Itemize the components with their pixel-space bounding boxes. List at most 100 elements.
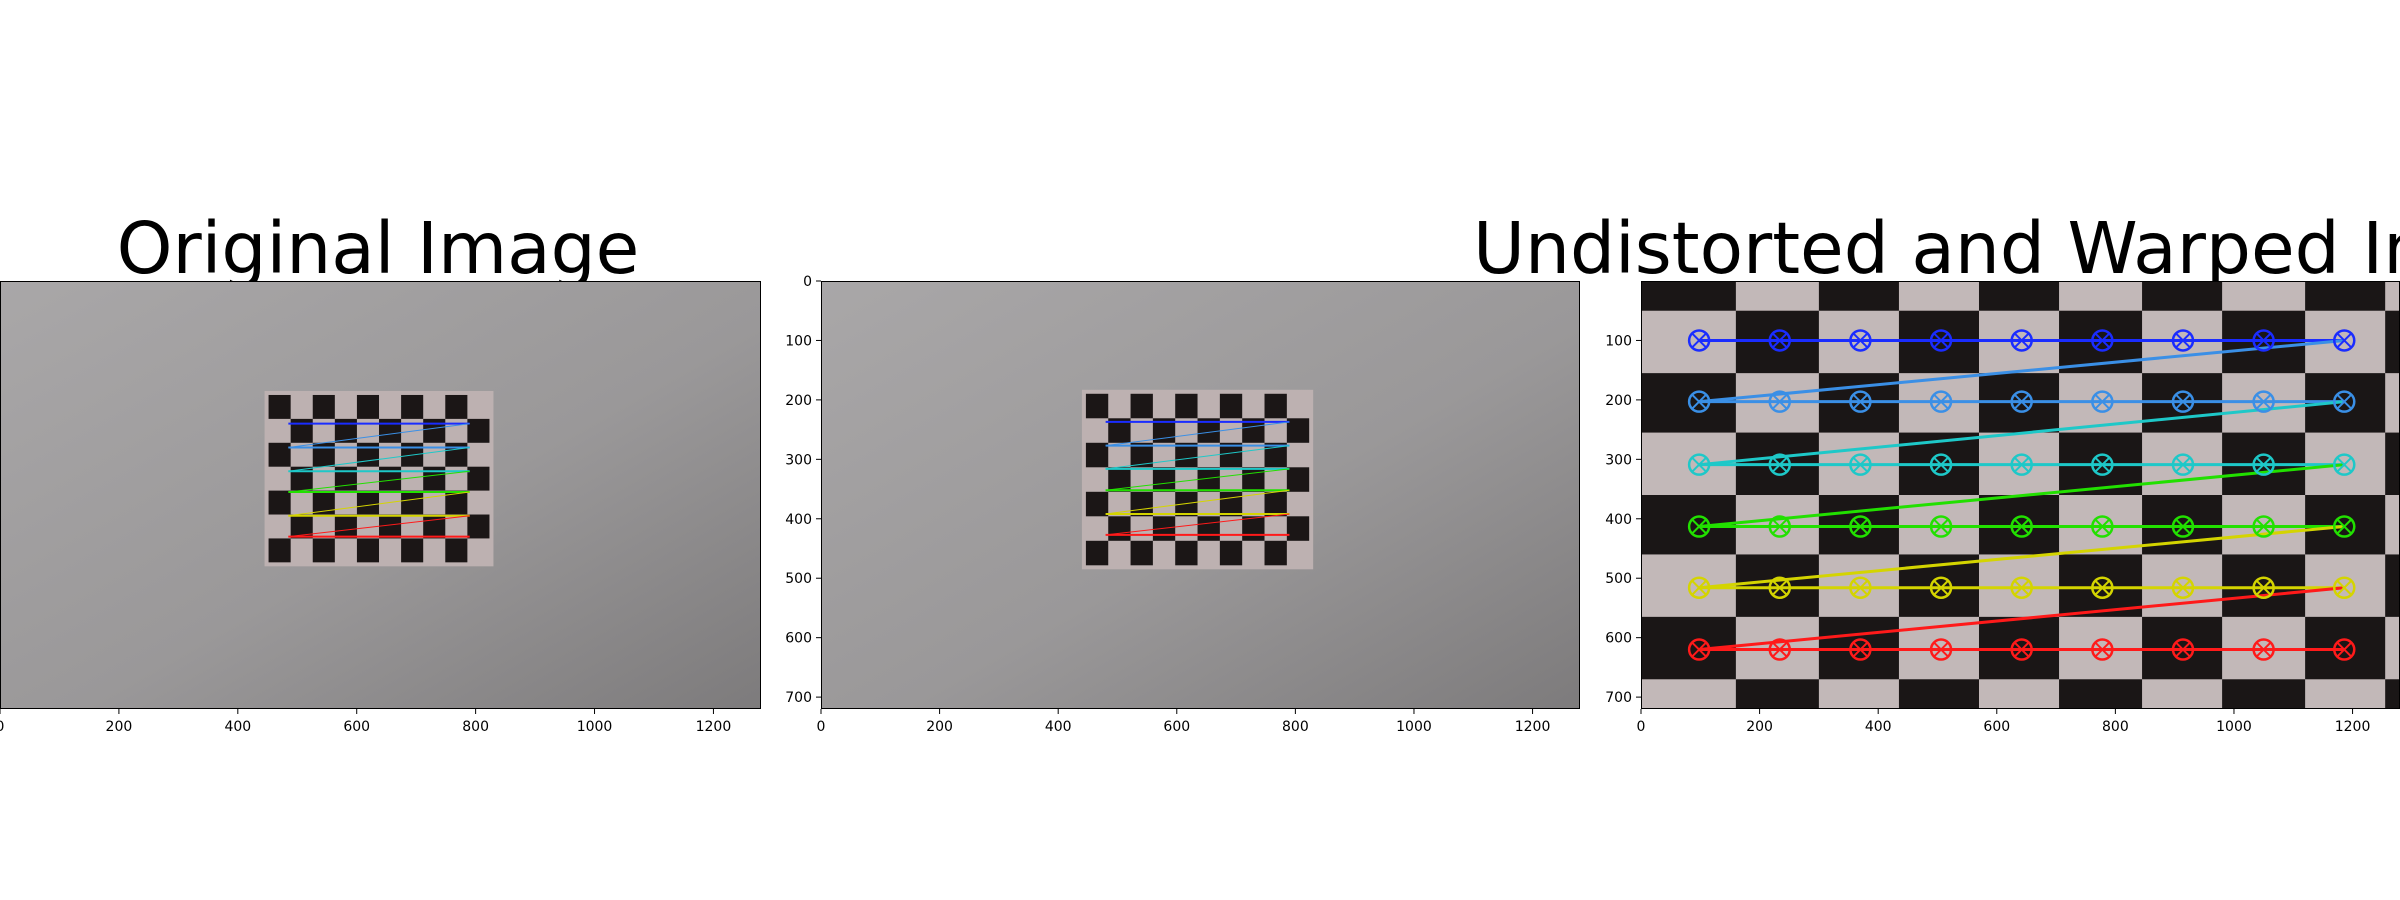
corner-diagonal-line bbox=[1698, 338, 2345, 404]
y-tick-label: 400 bbox=[785, 512, 812, 528]
panel-undistorted: 0 200 400 600 800 1000 1200 0 100 200 300 400 500 600… bbox=[785, 274, 1580, 735]
x-tick-label: 600 bbox=[343, 719, 370, 735]
x-tick-label: 1000 bbox=[2216, 719, 2252, 735]
corner-marker-cross bbox=[2175, 332, 2191, 349]
corner-marker-cross bbox=[1933, 393, 1949, 410]
corner-marker bbox=[2252, 638, 2275, 661]
corner-marker bbox=[1929, 515, 1953, 538]
checker-square bbox=[1219, 393, 1243, 419]
corner-marker bbox=[1929, 390, 1953, 413]
corner-marker bbox=[2252, 453, 2275, 476]
corner-marker bbox=[1929, 329, 1953, 352]
x-tick-label: 600 bbox=[1983, 719, 2010, 735]
y-tick-label: 700 bbox=[1605, 690, 1632, 706]
checker-square bbox=[467, 514, 490, 539]
y-tick-label: 400 bbox=[1605, 512, 1632, 528]
corner-marker bbox=[1768, 453, 1792, 476]
corner-marker bbox=[2252, 576, 2275, 599]
corner-marker bbox=[2091, 515, 2114, 538]
checker-square bbox=[1130, 540, 1153, 566]
corner-marker-cross bbox=[2175, 580, 2191, 596]
y-tick-label: 200 bbox=[1605, 393, 1632, 409]
checker-square bbox=[423, 514, 446, 539]
y-tick-label: 200 bbox=[785, 393, 812, 409]
checker-square bbox=[1197, 467, 1220, 492]
checker-square bbox=[2385, 432, 2400, 495]
axes-frame bbox=[0, 281, 761, 709]
corner-marker bbox=[1849, 515, 1872, 538]
corner-marker-cross bbox=[2255, 641, 2272, 658]
image bbox=[0, 281, 761, 709]
corner-marker-cross bbox=[2013, 580, 2030, 596]
y-tick-label: 100 bbox=[1605, 333, 1632, 349]
corner-marker bbox=[2333, 638, 2356, 661]
corner-marker bbox=[2171, 638, 2195, 661]
corner-marker bbox=[2091, 576, 2114, 599]
y-tick-label: 500 bbox=[785, 571, 812, 587]
checker-square bbox=[379, 418, 402, 443]
corner-marker bbox=[1849, 329, 1872, 352]
image-axes: 0 200 400 600 800 1000 1200 100 200 300 400 500 600 7… bbox=[1605, 281, 2400, 735]
checker-square bbox=[2222, 554, 2306, 617]
checker-square bbox=[356, 538, 380, 563]
checker-square bbox=[1108, 418, 1131, 443]
corner-marker bbox=[2091, 329, 2114, 352]
image-axes: 0 200 400 600 800 1000 1200 0 100 200 300 400 500 600… bbox=[785, 274, 1580, 735]
checker-square bbox=[2059, 679, 2143, 709]
x-tick-label: 400 bbox=[1865, 719, 1892, 735]
corner-marker-cross bbox=[2175, 518, 2191, 535]
x-tick-label: 800 bbox=[2102, 719, 2129, 735]
corner-marker bbox=[1768, 576, 1792, 599]
checker-square bbox=[1264, 491, 1287, 517]
corner-marker-cross bbox=[1933, 332, 1949, 349]
corner-marker-cross bbox=[1691, 456, 1707, 473]
image bbox=[821, 281, 1580, 709]
y-tick-label: 300 bbox=[1605, 452, 1632, 468]
checker-square bbox=[312, 442, 335, 467]
checker-square bbox=[334, 418, 357, 443]
corner-marker-cross bbox=[1772, 518, 1788, 535]
corner-marker bbox=[1929, 453, 1953, 476]
checker-square bbox=[1978, 281, 2060, 311]
checker-square bbox=[268, 538, 291, 563]
corner-diagonal-line bbox=[1105, 445, 1290, 470]
corner-marker-cross bbox=[2094, 332, 2111, 349]
panel-warped: Undistorted and Warped Image 0 200 400 600 8… bbox=[1473, 207, 2400, 735]
y-tick-label: 500 bbox=[1605, 571, 1632, 587]
checker-square bbox=[334, 514, 357, 539]
corner-marker-cross bbox=[1772, 332, 1788, 349]
corner-marker-cross bbox=[2013, 456, 2030, 473]
x-tick-label: 1200 bbox=[696, 719, 732, 735]
corner-marker-cross bbox=[2013, 518, 2030, 535]
checker-square bbox=[1197, 516, 1220, 541]
checker-square bbox=[1175, 540, 1198, 566]
checker-square bbox=[1175, 393, 1198, 419]
checker-square bbox=[356, 490, 380, 515]
checker-square bbox=[2385, 554, 2400, 617]
x-tick-label: 1200 bbox=[2335, 719, 2371, 735]
corner-marker-cross bbox=[2175, 456, 2191, 473]
checker-square bbox=[445, 394, 468, 419]
corner-marker bbox=[2252, 329, 2275, 352]
corner-marker-cross bbox=[2094, 456, 2111, 473]
corner-marker bbox=[2171, 329, 2195, 352]
corner-marker-cross bbox=[2255, 456, 2272, 473]
corner-marker-cross bbox=[2255, 580, 2272, 596]
checker-square bbox=[2142, 281, 2223, 311]
y-tick-label: 600 bbox=[785, 631, 812, 647]
checker-square bbox=[2222, 679, 2306, 709]
checker-square bbox=[1108, 516, 1131, 541]
corner-marker bbox=[1687, 329, 1711, 352]
checker-square bbox=[1219, 442, 1243, 468]
corner-marker-cross bbox=[2013, 332, 2030, 349]
corner-marker bbox=[2252, 390, 2275, 413]
corner-diagonal-line bbox=[288, 491, 470, 517]
corner-marker-cross bbox=[2336, 393, 2352, 410]
checker-square bbox=[445, 442, 468, 467]
corner-marker bbox=[2010, 576, 2033, 599]
checker-square bbox=[1152, 418, 1176, 443]
corner-diagonal-line bbox=[1698, 586, 2345, 652]
y-tick-label: 300 bbox=[785, 452, 812, 468]
corner-marker bbox=[1849, 390, 1872, 413]
x-tick-label: 0 bbox=[0, 719, 4, 735]
